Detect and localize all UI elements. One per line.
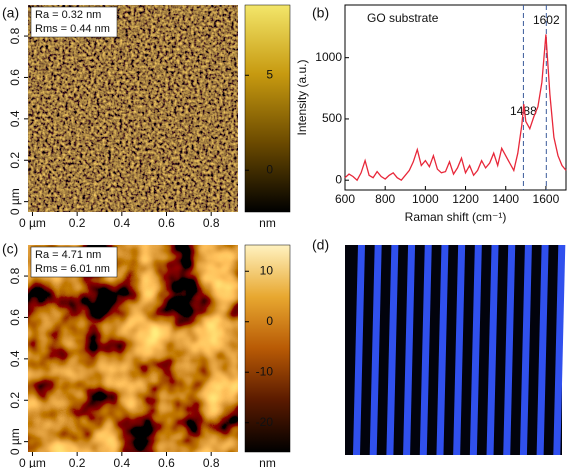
y-tick-label: 0 µm [8,428,22,455]
stripe [519,245,532,455]
y-axis-label: Intensity (a.u.) [295,59,309,135]
x-tick-label: 0 µm [19,456,46,468]
stripe [503,245,516,455]
colorbar-unit: nm [259,456,276,468]
colorbar [244,4,291,213]
y-tick-label: 0 [335,172,342,186]
colorbar-unit: nm [259,216,276,230]
x-tick-label: 0.6 [158,216,175,230]
afm-texture [28,245,238,452]
y-tick-label: 0.4 [8,110,22,127]
panel-label: (c) [2,241,18,257]
stripe [419,245,432,455]
annotation: Rms = 0.44 nm [35,23,110,35]
x-tick-label: 800 [375,192,395,206]
x-tick-label: 1600 [533,192,560,206]
y-tick-label: 0.6 [8,309,22,326]
colorbar-tick-label: 0 [266,314,273,328]
y-tick-label: 0.2 [8,152,22,169]
colorbar-tick-label: -20 [256,415,274,429]
x-tick-label: 1000 [412,192,439,206]
panel-label: (b) [312,5,329,21]
annotation: Rms = 6.01 nm [35,263,110,275]
colorbar-tick-label: 0 [266,162,273,176]
x-tick-label: 0 µm [19,216,46,230]
panel-label: (d) [312,237,329,253]
stripe [453,245,466,455]
afm-texture [28,5,238,212]
stripe [353,245,365,455]
data-line [344,34,567,182]
x-tick-label: 0.2 [69,216,86,230]
stripe [469,245,482,455]
x-tick-label: 1400 [492,192,519,206]
annotation-box [30,246,118,278]
x-tick-label: 0.8 [203,456,220,468]
y-tick-label: 0 µm [8,188,22,215]
stripe [536,245,549,455]
colorbar-tick-label: 10 [260,263,274,277]
x-tick-label: 0.4 [113,216,130,230]
y-tick-label: 0.4 [8,350,22,367]
annotation-box [30,6,118,38]
x-axis-label: Raman shift (cm⁻¹) [405,210,507,224]
stripe [403,245,416,455]
y-tick-label: 0.2 [8,392,22,409]
stripe [436,245,449,455]
stripe [553,245,566,455]
colorbar-tick-label: -10 [256,364,274,378]
x-tick-label: 0.2 [69,456,86,468]
plot-frame [344,4,567,191]
panel-label: (a) [2,5,19,21]
annotation: Ra = 0.32 nm [35,9,101,21]
y-tick-label: 1000 [315,50,342,64]
stripe [369,245,382,455]
stripe [386,245,399,455]
y-tick-label: 0.8 [8,267,22,284]
annotation: Ra = 4.71 nm [35,249,101,261]
y-tick-label: 0.6 [8,69,22,86]
x-tick-label: 1200 [452,192,479,206]
x-tick-label: 0.8 [203,216,220,230]
y-tick-label: 0.8 [8,27,22,44]
y-tick-label: 500 [322,111,342,125]
colorbar [244,244,291,453]
colorbar-tick-label: 5 [266,67,273,81]
x-tick-label: 0.4 [113,456,130,468]
x-tick-label: 600 [335,192,355,206]
stripe [486,245,499,455]
annotation: 1602 [533,13,560,27]
annotation: GO substrate [367,11,439,25]
x-tick-label: 0.6 [158,456,175,468]
